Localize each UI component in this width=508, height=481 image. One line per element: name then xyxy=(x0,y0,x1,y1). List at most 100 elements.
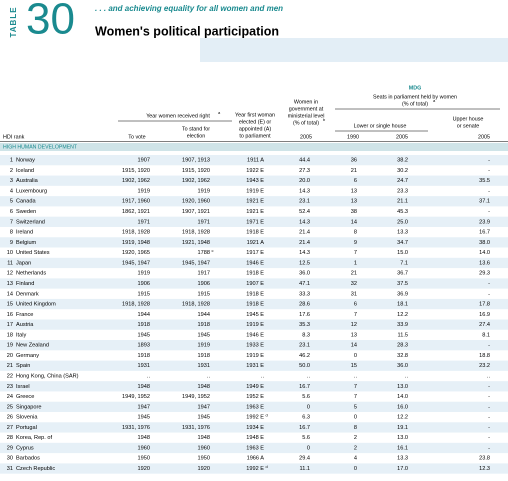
hdi-rank: 28 xyxy=(7,435,13,441)
ministerial: 20.0 xyxy=(299,178,310,184)
upper-header: Upper house xyxy=(453,116,484,122)
ministerial: 14.3 xyxy=(299,250,310,256)
lower-1990: 15 xyxy=(351,363,357,369)
lower-2005: 45.3 xyxy=(397,209,408,215)
stand-year: 1948 xyxy=(198,384,210,390)
upper-2005: - xyxy=(488,168,490,174)
ministerial: 0 xyxy=(307,445,310,451)
first-woman: 1946 E xyxy=(246,260,264,266)
hdi-rank: 29 xyxy=(7,445,13,451)
first-woman: 1922 E xyxy=(246,168,264,174)
lower-1990: .. xyxy=(354,374,358,380)
lower-1990: 21 xyxy=(351,271,357,277)
lower-2005: 36.7 xyxy=(397,271,408,277)
lower-1990: 13 xyxy=(351,332,357,338)
lower-1990: 0 xyxy=(354,353,357,359)
min-header: Women in xyxy=(294,99,318,105)
stand-year: 1919 xyxy=(198,343,210,349)
hdi-rank: 25 xyxy=(7,404,13,410)
row-band xyxy=(0,340,508,351)
first-woman: 1921 E xyxy=(246,209,264,215)
hdi-rank: 9 xyxy=(10,240,13,246)
upper-2005: 37.1 xyxy=(479,199,490,205)
hdi-header: HDI rank xyxy=(3,134,25,140)
lower-1990: 6 xyxy=(354,178,357,184)
country: Italy xyxy=(16,332,26,338)
ministerial: 16.7 xyxy=(299,384,310,390)
lower-2005: 13.3 xyxy=(397,456,408,462)
upper-2005: - xyxy=(488,415,490,421)
lower-2005: 12.2 xyxy=(397,312,408,318)
hdi-rank: 10 xyxy=(7,250,13,256)
stand-header: election xyxy=(187,133,206,139)
stand-year: 1931 xyxy=(198,363,210,369)
first-header: to parliament xyxy=(239,133,271,139)
hdi-rank: 5 xyxy=(10,199,13,205)
lower-1990: 0 xyxy=(354,415,357,421)
hdi-rank: 23 xyxy=(7,384,13,390)
first-header: Year first woman xyxy=(235,112,275,118)
year-header: 2005 xyxy=(478,134,490,140)
upper-2005: .. xyxy=(487,374,491,380)
vote-year: 1920 xyxy=(138,466,150,472)
row-band xyxy=(0,463,508,474)
hdi-rank: 14 xyxy=(7,291,13,297)
upper-2005: - xyxy=(488,209,490,215)
country: Canada xyxy=(16,199,36,205)
ministerial: 8.3 xyxy=(302,332,310,338)
stand-year: 1948 xyxy=(198,435,210,441)
footnote-mark: a xyxy=(433,98,436,103)
hdi-rank: 12 xyxy=(7,271,13,277)
first-woman: 1943 E xyxy=(246,178,264,184)
country: Israel xyxy=(16,384,30,390)
min-header: ministerial level xyxy=(288,113,325,119)
hdi-rank: 16 xyxy=(7,312,13,318)
upper-2005: - xyxy=(488,291,490,297)
country: Hong Kong, China (SAR) xyxy=(16,374,79,380)
upper-2005: 23.8 xyxy=(479,456,490,462)
lower-2005: 34.7 xyxy=(397,240,408,246)
lower-2005: 37.5 xyxy=(397,281,408,287)
upper-2005: 29.3 xyxy=(479,271,490,277)
first-woman: 1931 E xyxy=(246,363,264,369)
first-woman: 1918 E xyxy=(246,291,264,297)
row-band xyxy=(0,319,508,330)
lower-2005: .. xyxy=(405,374,409,380)
stand-year: 1920 xyxy=(198,466,210,472)
lower-2005: 7.1 xyxy=(400,260,408,266)
min-header: government at xyxy=(289,106,324,112)
vote-year: 1945, 1947 xyxy=(122,260,150,266)
lower-2005: 14.0 xyxy=(397,394,408,400)
first-woman: 1918 E xyxy=(246,271,264,277)
lower-2005: 32.8 xyxy=(397,353,408,359)
first-woman: 1933 E xyxy=(246,343,264,349)
lower-2005: 36.0 xyxy=(397,363,408,369)
vote-year: 1944 xyxy=(138,312,150,318)
group-label: HIGH HUMAN DEVELOPMENT xyxy=(3,145,78,151)
stand-year: 1920, 1960 xyxy=(182,199,210,205)
country: Sweden xyxy=(16,209,36,215)
country: Singapore xyxy=(16,404,42,410)
ministerial: 27.3 xyxy=(299,168,310,174)
upper-2005: - xyxy=(488,158,490,164)
first-woman: 1952 E xyxy=(246,394,264,400)
first-woman: 1946 E xyxy=(246,332,264,338)
stand-year: 1917 xyxy=(198,271,210,277)
vote-year: 1919 xyxy=(138,271,150,277)
country: Czech Republic xyxy=(16,466,55,472)
first-woman: 1963 E xyxy=(246,404,264,410)
stand-year: .. xyxy=(207,374,211,380)
country: United States xyxy=(16,250,50,256)
first-woman: 1992 E xyxy=(246,466,264,472)
ministerial: 14.3 xyxy=(299,188,310,194)
lower-1990: 8 xyxy=(354,230,357,236)
lower-2005: 16.0 xyxy=(397,404,408,410)
ministerial: 23.1 xyxy=(299,199,310,205)
row-band xyxy=(0,381,508,392)
row-band xyxy=(0,422,508,433)
row-band xyxy=(0,360,508,371)
ministerial: 14.3 xyxy=(299,219,310,225)
lower-2005: 23.3 xyxy=(397,188,408,194)
lower-1990: 1 xyxy=(354,260,357,266)
country: Australia xyxy=(16,178,39,184)
